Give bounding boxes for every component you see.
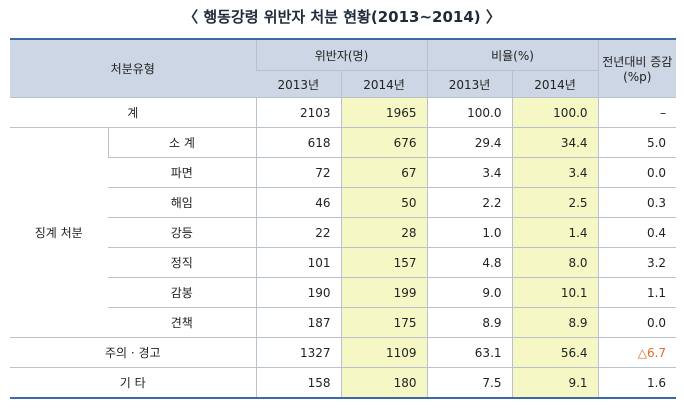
cell-r2013: 7.5 [426,367,513,399]
cell-v2013: 22 [255,217,342,248]
cell-r2014: 100.0 [511,97,599,128]
header-ratio: 비율(%) [426,38,599,71]
table-row-total: 계 2103 1965 100.0 100.0 – [10,97,677,128]
table-row: 해임 46 50 2.2 2.5 0.3 [10,187,677,218]
cell-v2013: 101 [255,247,342,278]
header-violators-2013: 2013년 [256,70,342,98]
cell-r2013: 9.0 [426,277,513,308]
cell-v2014: 28 [340,217,428,248]
cell-r2014: 10.1 [511,277,599,308]
cell-r2013: 4.8 [426,247,513,278]
row-label: 파면 [108,157,257,188]
table-row-warning: 주의 · 경고 1327 1109 63.1 56.4 △6.7 [10,337,677,368]
table-title: 〈 행동강령 위반자 처분 현황(2013~2014) 〉 [183,8,501,26]
row-label: 기 타 [10,367,257,399]
cell-change: 5.0 [597,127,677,158]
cell-r2013: 100.0 [426,97,513,128]
header-violators: 위반자(명) [255,38,428,71]
cell-v2014: 199 [340,277,428,308]
cell-r2013: 8.9 [426,307,513,338]
cell-r2014: 8.9 [511,307,599,338]
cell-v2013: 1327 [255,337,342,368]
cell-r2014: 34.4 [511,127,599,158]
row-label: 견책 [108,307,257,338]
cell-r2014: 2.5 [511,187,599,218]
cell-v2013: 2103 [255,97,342,128]
header-violators-2014: 2014년 [340,70,428,98]
row-label: 정직 [108,247,257,278]
row-label: 주의 · 경고 [10,337,257,368]
cell-r2013: 29.4 [426,127,513,158]
table-row: 정직 101 157 4.8 8.0 3.2 [10,247,677,278]
cell-v2014: 676 [340,127,428,158]
cell-v2014: 157 [340,247,428,278]
cell-v2014: 1965 [340,97,428,128]
table-row: 감봉 190 199 9.0 10.1 1.1 [10,277,677,308]
cell-change: 0.4 [597,217,677,248]
table-row: 징계 처분 소 계 618 676 29.4 34.4 5.0 [10,127,677,338]
table-row: 견책 187 175 8.9 8.9 0.0 [10,307,677,338]
cell-v2013: 187 [255,307,342,338]
cell-v2014: 50 [340,187,428,218]
cell-r2013: 2.2 [426,187,513,218]
cell-change: 3.2 [597,247,677,278]
cell-v2014: 180 [340,367,428,399]
cell-v2013: 72 [255,157,342,188]
table-row: 파면 72 67 3.4 3.4 0.0 [10,157,677,188]
cell-r2013: 1.0 [426,217,513,248]
cell-change: 0.0 [597,157,677,188]
cell-r2014: 56.4 [511,337,599,368]
cell-change-negative: △6.7 [597,337,677,368]
table-row: 강등 22 28 1.0 1.4 0.4 [10,217,677,248]
group-label-disciplinary: 징계 처분 [10,127,108,338]
cell-v2014: 1109 [340,337,428,368]
cell-r2014: 3.4 [511,157,599,188]
cell-change: – [597,97,677,128]
header-ratio-2014: 2014년 [511,70,599,98]
cell-r2013: 63.1 [426,337,513,368]
cell-r2014: 8.0 [511,247,599,278]
cell-change: 1.6 [597,367,677,399]
row-label: 계 [10,97,257,128]
cell-r2014: 1.4 [511,217,599,248]
table-row-other: 기 타 158 180 7.5 9.1 1.6 [10,367,677,399]
row-label: 감봉 [108,277,257,308]
cell-r2014: 9.1 [511,367,599,399]
row-label: 강등 [108,217,257,248]
cell-v2013: 158 [255,367,342,399]
header-type: 처분유형 [10,38,257,98]
cell-v2013: 190 [255,277,342,308]
header-change: 전년대비 증감(%p) [597,38,677,98]
header-ratio-2013: 2013년 [426,70,513,98]
cell-change: 0.0 [597,307,677,338]
row-label: 소 계 [107,127,257,158]
cell-r2013: 3.4 [426,157,513,188]
cell-v2013: 618 [255,127,342,158]
disciplinary-action-table: 처분유형 위반자(명) 비율(%) 전년대비 증감(%p) 2013년 2014… [10,38,677,399]
cell-change: 1.1 [597,277,677,308]
cell-v2014: 67 [340,157,428,188]
cell-change: 0.3 [597,187,677,218]
cell-v2014: 175 [340,307,428,338]
cell-v2013: 46 [255,187,342,218]
row-label: 해임 [108,187,257,218]
